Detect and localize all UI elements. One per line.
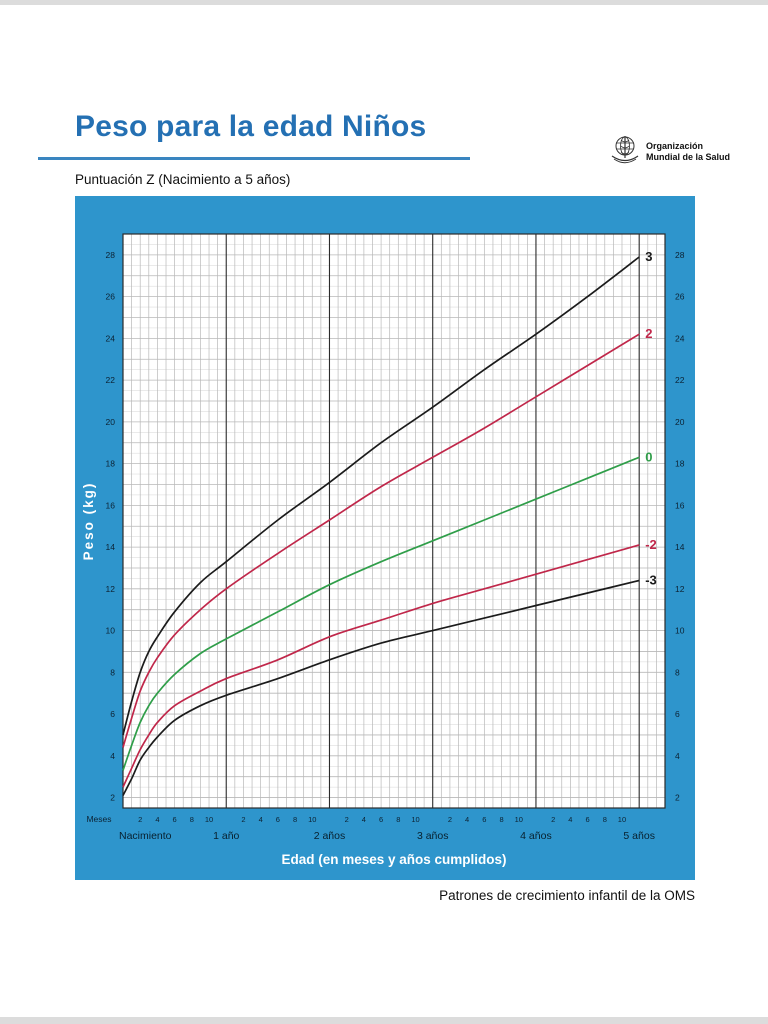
svg-text:10: 10: [618, 815, 626, 824]
curve-z0: [122, 456, 640, 771]
grid: [123, 234, 665, 808]
curve-z-3: [122, 579, 640, 796]
svg-text:14: 14: [675, 542, 685, 552]
chart-subtitle: Puntuación Z (Nacimiento a 5 años): [75, 172, 291, 187]
svg-text:4: 4: [259, 815, 263, 824]
curve-label-z2: 2: [645, 326, 652, 341]
svg-text:18: 18: [675, 459, 685, 469]
page-title: Peso para la edad Niños: [75, 110, 427, 143]
svg-text:18: 18: [106, 459, 116, 469]
svg-text:2 años: 2 años: [314, 830, 346, 842]
who-logo: Organización Mundial de la Salud: [608, 132, 730, 171]
svg-text:2: 2: [551, 815, 555, 824]
svg-text:1 año: 1 año: [213, 830, 239, 842]
who-logo-text: Organización Mundial de la Salud: [646, 141, 730, 162]
svg-text:26: 26: [106, 292, 116, 302]
svg-text:2: 2: [241, 815, 245, 824]
svg-text:16: 16: [106, 500, 116, 510]
svg-text:8: 8: [190, 815, 194, 824]
svg-text:28: 28: [106, 250, 116, 260]
who-logo-line1: Organización: [646, 141, 704, 152]
svg-text:4: 4: [568, 815, 572, 824]
svg-text:24: 24: [675, 333, 685, 343]
svg-text:3 años: 3 años: [417, 830, 449, 842]
svg-text:8: 8: [675, 667, 680, 677]
svg-text:28: 28: [675, 250, 685, 260]
svg-text:10: 10: [308, 815, 316, 824]
svg-text:2: 2: [345, 815, 349, 824]
svg-text:4: 4: [675, 751, 680, 761]
svg-text:5 años: 5 años: [623, 830, 655, 842]
svg-text:2: 2: [138, 815, 142, 824]
svg-text:2: 2: [675, 793, 680, 803]
svg-text:4: 4: [110, 751, 115, 761]
curve-label-z-3: -3: [645, 572, 657, 587]
svg-text:20: 20: [106, 417, 116, 427]
x-axis-month-ticks: 2 4 6 8 10 2 4 6 8 10 2 4 6 8 10 2 4 6 8 10 2 4 6 8 10: [138, 815, 626, 824]
x-unit-label: Meses: [86, 814, 111, 824]
title-underline: [38, 157, 470, 160]
svg-text:24: 24: [106, 333, 116, 343]
svg-text:6: 6: [110, 709, 115, 719]
svg-text:4: 4: [155, 815, 159, 824]
svg-text:8: 8: [293, 815, 297, 824]
svg-text:10: 10: [106, 626, 116, 636]
curve-label-z0: 0: [645, 449, 652, 464]
x-axis-year-labels: Nacimiento 1 año 2 años 3 años 4 años 5 años: [119, 830, 655, 842]
svg-text:12: 12: [675, 584, 685, 594]
z-score-curves: [122, 256, 640, 796]
who-logo-line2: Mundial de la Salud: [646, 151, 731, 162]
svg-text:2: 2: [448, 815, 452, 824]
svg-text:8: 8: [396, 815, 400, 824]
svg-text:Nacimiento: Nacimiento: [119, 830, 172, 842]
svg-text:22: 22: [675, 375, 685, 385]
svg-text:10: 10: [205, 815, 213, 824]
plot-area: [123, 234, 665, 808]
svg-text:6: 6: [585, 815, 589, 824]
svg-text:10: 10: [675, 626, 685, 636]
svg-text:6: 6: [173, 815, 177, 824]
svg-text:8: 8: [499, 815, 503, 824]
page-edge-bottom: [0, 1017, 768, 1024]
svg-text:10: 10: [411, 815, 419, 824]
chart-panel: 3 2 0 -2 -3 2 2 4 4 6 6 8 8 10 10 12 12 14 14 16 16 18 18 20 20 2…: [75, 196, 695, 880]
svg-text:12: 12: [106, 584, 116, 594]
source-caption: Patrones de crecimiento infantil de la O…: [439, 888, 695, 903]
x-axis-title: Edad (en meses y años cumplidos): [281, 852, 506, 867]
svg-text:20: 20: [675, 417, 685, 427]
svg-text:10: 10: [515, 815, 523, 824]
svg-text:14: 14: [106, 542, 116, 552]
svg-text:6: 6: [379, 815, 383, 824]
svg-text:16: 16: [675, 500, 685, 510]
curve-z-2: [122, 544, 640, 788]
page-edge-top: [0, 0, 768, 5]
svg-text:4: 4: [362, 815, 366, 824]
svg-text:22: 22: [106, 375, 116, 385]
curve-label-z3: 3: [645, 249, 652, 264]
svg-text:6: 6: [482, 815, 486, 824]
who-logo-icon: [608, 132, 642, 171]
svg-text:2: 2: [110, 793, 115, 803]
curve-z3: [122, 256, 640, 736]
plot-border: [122, 233, 666, 809]
y-axis-title: Peso (kg): [81, 482, 96, 561]
svg-text:8: 8: [603, 815, 607, 824]
svg-text:8: 8: [110, 667, 115, 677]
svg-text:6: 6: [675, 709, 680, 719]
curve-label-z-2: -2: [645, 537, 657, 552]
svg-text:26: 26: [675, 292, 685, 302]
curve-z2: [122, 333, 640, 748]
svg-text:6: 6: [276, 815, 280, 824]
svg-text:4 años: 4 años: [520, 830, 552, 842]
svg-text:4: 4: [465, 815, 469, 824]
